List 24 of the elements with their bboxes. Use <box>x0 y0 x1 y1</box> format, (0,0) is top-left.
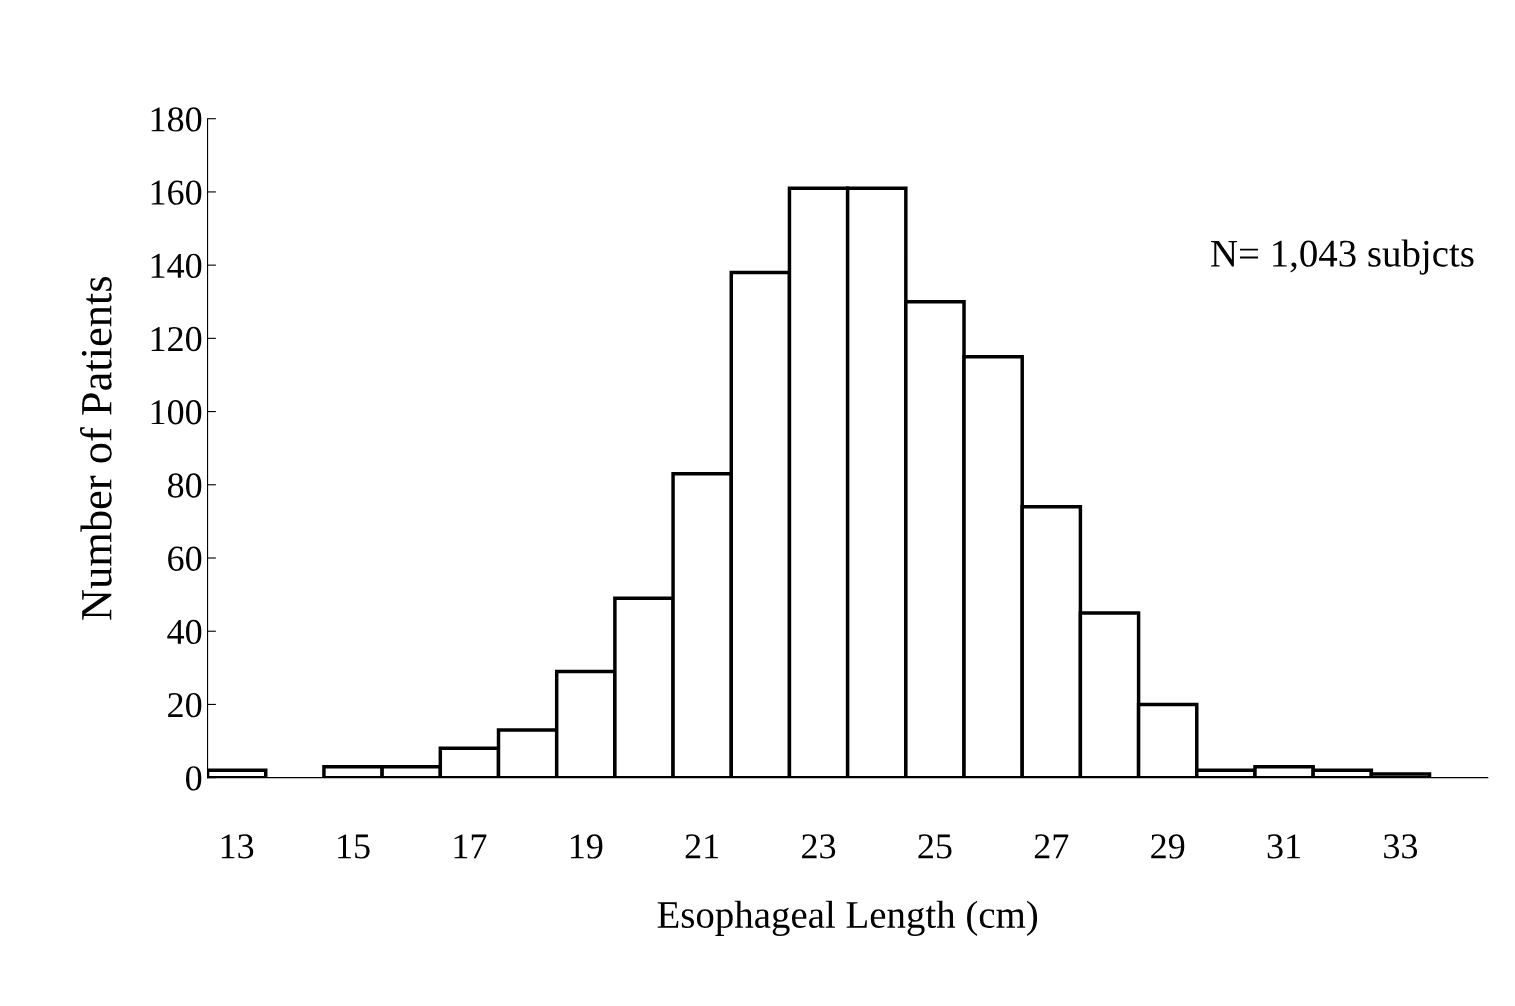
x-tick-label: 27 <box>1034 834 1069 859</box>
x-tick-label: 25 <box>918 834 952 859</box>
y-tick-label: 40 <box>167 619 202 645</box>
x-tick-label: 21 <box>685 834 719 859</box>
y-tick-label: 80 <box>167 473 202 498</box>
x-tick-label: 23 <box>802 834 836 859</box>
x-tick-label: 19 <box>570 834 603 859</box>
x-tick-label: 17 <box>454 834 487 859</box>
y-tick-label: 20 <box>168 692 202 718</box>
x-axis-title: Esophageal Length (cm) <box>657 900 1038 937</box>
y-tick-label: 160 <box>151 180 202 205</box>
x-tick-label: 29 <box>1151 834 1185 859</box>
y-tick-label: 0 <box>186 766 202 791</box>
x-tick-label: 15 <box>338 834 370 859</box>
x-tick-label: 13 <box>221 834 254 859</box>
annotation: N= 1,043 subjcts <box>1211 239 1474 275</box>
x-tick-label: 33 <box>1384 834 1418 859</box>
y-tick-label: 140 <box>151 253 202 279</box>
y-tick-label: 120 <box>151 326 202 352</box>
y-tick-label: 180 <box>151 107 202 132</box>
x-tick-label: 31 <box>1267 834 1300 859</box>
y-tick-label: 60 <box>168 546 202 571</box>
y-tick-label: 100 <box>151 400 202 425</box>
y-axis-title: Number of Patients <box>79 276 112 620</box>
